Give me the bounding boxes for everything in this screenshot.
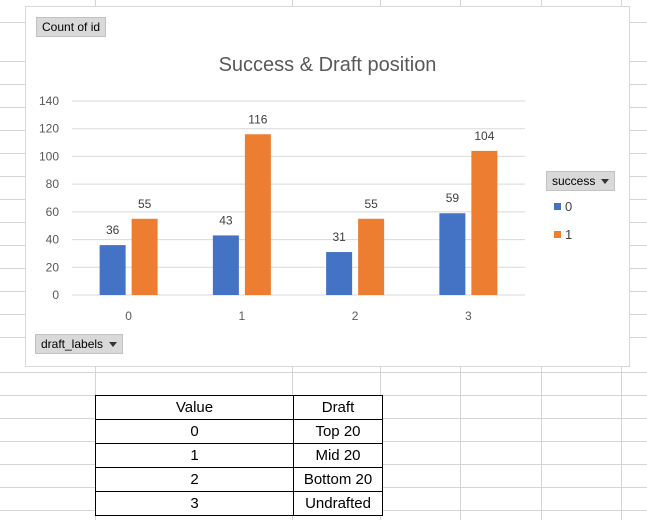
table-cell[interactable]: 0 — [95, 419, 294, 444]
table-header-row: Value Draft — [95, 395, 383, 420]
table-cell[interactable]: 2 — [95, 467, 294, 492]
axis-field-button[interactable]: draft_labels — [35, 334, 124, 354]
table-cell[interactable]: Top 20 — [293, 419, 383, 444]
legend-label: 1 — [565, 227, 573, 242]
data-label: 59 — [446, 191, 460, 205]
legend-item-series-0[interactable]: 0 — [554, 199, 572, 214]
x-tick-label: 2 — [352, 309, 359, 323]
data-label: 31 — [332, 230, 346, 244]
pivot-chart[interactable]: Count of id Success & Draft position 0 20… — [25, 6, 630, 367]
data-label: 116 — [248, 112, 267, 126]
x-tick-label: 1 — [239, 309, 246, 323]
y-tick-label: 20 — [46, 260, 60, 274]
table-cell[interactable]: Bottom 20 — [293, 467, 383, 492]
table-cell[interactable]: Mid 20 — [293, 443, 383, 468]
y-tick-label: 60 — [46, 205, 60, 219]
table-row: 3 Undrafted — [95, 491, 383, 516]
draft-lookup-table: Value Draft 0 Top 20 1 Mid 20 2 Bottom 2… — [95, 395, 383, 516]
bar-series-1 — [358, 218, 385, 295]
table-row: 2 Bottom 20 — [95, 467, 383, 492]
legend-swatch — [554, 203, 561, 210]
axis-field-label: draft_labels — [41, 337, 104, 351]
data-label: 36 — [106, 223, 120, 237]
dropdown-arrow-icon — [109, 341, 118, 347]
y-tick-label: 100 — [39, 149, 59, 163]
table-row: 1 Mid 20 — [95, 443, 383, 468]
data-label: 55 — [138, 197, 152, 211]
y-tick-label: 120 — [39, 122, 59, 136]
table-row: 0 Top 20 — [95, 419, 383, 444]
y-tick-label: 40 — [46, 233, 60, 247]
legend-item-series-1[interactable]: 1 — [554, 227, 572, 242]
chart-title: Success & Draft position — [218, 54, 437, 76]
data-label: 104 — [474, 129, 494, 143]
bar-series-0 — [326, 252, 353, 295]
table-cell[interactable]: Undrafted — [293, 491, 383, 516]
table-cell[interactable]: 3 — [95, 491, 294, 516]
y-tick-label: 80 — [46, 177, 60, 191]
dropdown-arrow-icon — [601, 178, 610, 184]
table-header-cell[interactable]: Value — [95, 395, 294, 420]
bar-series-1 — [471, 150, 498, 295]
bar-series-1 — [131, 218, 158, 295]
legend-field-label: success — [552, 174, 596, 188]
y-tick-label: 140 — [39, 94, 59, 108]
table-header-cell[interactable]: Draft — [293, 395, 383, 420]
legend-label: 0 — [565, 199, 573, 214]
x-tick-label: 3 — [465, 309, 472, 323]
chart-plot-area: 0 20 40 60 80 100 120 140 0 36 55 1 43 116 2 31 55 3 59 104 — [39, 94, 525, 323]
data-label: 43 — [219, 213, 233, 227]
data-label: 55 — [364, 197, 378, 211]
legend-swatch — [554, 231, 561, 238]
bar-series-0 — [212, 235, 239, 295]
value-field-button[interactable]: Count of id — [36, 17, 107, 37]
bar-series-1 — [244, 134, 271, 295]
bar-series-0 — [439, 213, 466, 295]
x-tick-label: 0 — [125, 309, 132, 323]
value-field-label: Count of id — [42, 20, 101, 34]
legend-field-button[interactable]: success — [546, 171, 616, 191]
bar-series-0 — [99, 245, 126, 295]
y-tick-label: 0 — [52, 288, 59, 302]
table-cell[interactable]: 1 — [95, 443, 294, 468]
